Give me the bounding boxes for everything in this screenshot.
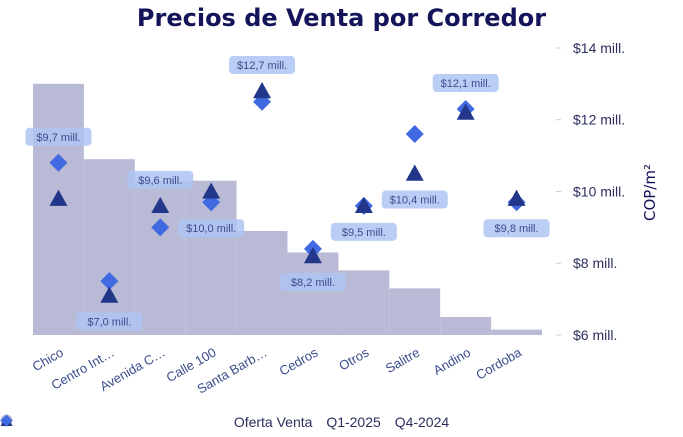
y-tick-label: $6 mill. (573, 327, 617, 343)
legend-item-q1-2025[interactable]: Q1-2025 (0, 414, 381, 430)
marker-q4-2024 (151, 218, 170, 237)
marker-q1-2025 (354, 196, 373, 214)
marker-q1-2025 (303, 247, 322, 264)
data-label: $12,7 mill. (237, 60, 287, 72)
marker-q4-2024 (49, 153, 68, 172)
marker-q1-2025 (253, 82, 272, 99)
x-tick-label: Cordoba (473, 344, 524, 382)
bar-oferta-venta (491, 329, 542, 335)
data-label: $7,0 mill. (87, 317, 131, 329)
x-tick-label: Otros (336, 344, 371, 373)
marker-q1-2025 (202, 182, 221, 199)
data-label-box (76, 312, 143, 331)
y-axis-title: COP/m² (641, 164, 659, 221)
marker-q1-2025 (456, 103, 475, 120)
data-label: $10,4 mill. (390, 195, 440, 207)
data-label-box (178, 219, 245, 238)
bar-oferta-venta (236, 230, 288, 335)
data-label: $9,8 mill. (495, 223, 539, 235)
data-label-box (229, 56, 296, 74)
bar-oferta-venta (338, 270, 390, 335)
data-label-box (330, 222, 397, 241)
data-label: $8,2 mill. (291, 277, 335, 289)
x-tick-label: Chico (30, 345, 66, 375)
bar-oferta-venta (83, 159, 135, 335)
y-tick-label: $12 mill. (573, 112, 625, 128)
y-tick-label: $14 mill. (573, 40, 625, 56)
bar-oferta-venta (440, 317, 492, 335)
marker-q4-2024 (100, 272, 119, 291)
marker-q1-2025 (49, 189, 68, 206)
data-label: $9,5 mill. (342, 227, 386, 239)
bar-oferta-venta (287, 252, 339, 335)
marker-q1-2025 (100, 286, 119, 303)
data-label-box (483, 219, 550, 238)
data-label-box (127, 170, 194, 189)
legend-diamond-icon (0, 414, 13, 427)
legend-item-q4-2024[interactable]: Q4-2024 (0, 414, 450, 430)
data-label: $10,0 mill. (186, 223, 236, 235)
y-tick-label: $8 mill. (573, 255, 617, 271)
marker-q4-2024 (405, 125, 424, 144)
x-tick-label: Cedros (277, 344, 321, 378)
bar-oferta-venta (389, 288, 441, 335)
marker-q1-2025 (507, 189, 526, 206)
legend-label: Q1-2025 (326, 414, 381, 430)
legend-item-oferta-venta[interactable]: Oferta Venta (0, 414, 313, 430)
data-label-box (279, 273, 346, 292)
bar-oferta-venta (33, 83, 84, 335)
marker-q1-2025 (405, 164, 424, 181)
legend: Oferta Venta Q1-2025 Q4-2024 (0, 414, 683, 430)
legend-label: Q4-2024 (394, 414, 450, 430)
data-label-box (381, 190, 448, 209)
x-tick-label: Salitre (383, 345, 422, 376)
y-tick-label: $10 mill. (573, 183, 625, 199)
marker-q1-2025 (151, 196, 170, 214)
data-label: $9,6 mill. (138, 175, 182, 187)
data-label: $9,7 mill. (36, 132, 80, 144)
chart-title: Precios de Venta por Corredor (136, 4, 547, 32)
data-label: $12,1 mill. (441, 78, 491, 90)
legend-label: Oferta Venta (233, 414, 313, 430)
data-label-box (25, 127, 92, 146)
data-label-box (432, 73, 499, 92)
x-tick-label: Andino (431, 345, 474, 378)
